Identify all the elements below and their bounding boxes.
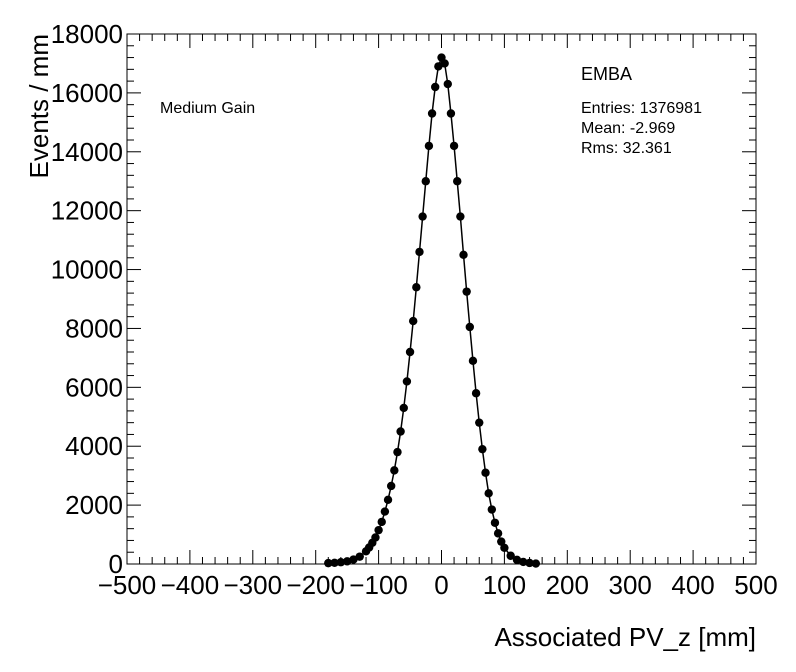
x-tick-label: −300 <box>224 570 283 600</box>
x-tick-label: 200 <box>546 570 589 600</box>
data-point <box>497 537 506 546</box>
data-point <box>324 558 333 568</box>
x-axis-title: Associated PV_z [mm] <box>494 622 756 652</box>
data-point <box>412 283 421 292</box>
data-point <box>500 543 509 553</box>
data-point <box>487 505 497 514</box>
y-tick-label: 6000 <box>65 372 123 402</box>
data-point <box>465 322 475 332</box>
stats-entries: Entries: 1376981 <box>581 100 702 117</box>
data-point <box>418 212 427 221</box>
data-point <box>415 247 424 257</box>
data-point <box>390 466 399 475</box>
y-tick-label: 0 <box>109 549 123 579</box>
data-point <box>440 59 449 68</box>
y-tick-label: 14000 <box>51 137 123 167</box>
x-tick-label: −100 <box>349 570 408 600</box>
annotation-label: Medium Gain <box>160 100 255 117</box>
x-tick-label: −500 <box>98 570 157 600</box>
data-point <box>475 418 484 427</box>
data-point <box>531 559 541 568</box>
x-tick-label: 400 <box>671 570 714 600</box>
y-axis-title: Events / mm <box>24 34 54 178</box>
y-tick-label: 2000 <box>65 490 123 520</box>
data-point <box>449 141 459 151</box>
data-point <box>386 481 396 491</box>
stats-title: EMBA <box>581 64 632 84</box>
data-point <box>453 177 462 186</box>
data-point <box>525 558 534 568</box>
y-tick-labels: 0 2000 4000 6000 8000 10000 12000 14000 16000 180… <box>51 19 123 579</box>
data-point <box>355 552 364 561</box>
x-tick-label: −400 <box>161 570 220 600</box>
data-point <box>427 109 437 118</box>
data-point <box>383 495 393 505</box>
data-point <box>484 489 493 498</box>
y-tick-label: 10000 <box>51 255 123 285</box>
data-point <box>490 518 500 527</box>
axis-ticks <box>126 33 757 565</box>
x-tick-label: 300 <box>609 570 652 600</box>
data-point <box>342 557 352 566</box>
y-tick-label: 18000 <box>51 19 123 49</box>
data-point <box>402 377 412 386</box>
series-line <box>328 55 536 565</box>
data-point <box>371 533 380 542</box>
data-point <box>431 82 440 92</box>
data-point <box>408 316 418 326</box>
data-point <box>405 347 415 357</box>
data-point <box>336 558 346 567</box>
data-point <box>380 507 390 516</box>
data-point <box>424 141 434 151</box>
stats-mean: Mean: -2.969 <box>581 120 675 137</box>
data-point <box>446 109 456 118</box>
data-point <box>349 555 358 564</box>
y-tick-label: 8000 <box>65 313 123 343</box>
data-point <box>471 389 481 398</box>
data-point <box>478 444 487 454</box>
data-point <box>493 529 503 538</box>
series-points <box>324 53 541 568</box>
data-point <box>396 427 405 436</box>
data-point <box>399 403 408 413</box>
x-tick-label: 500 <box>734 570 777 600</box>
data-point <box>468 356 478 366</box>
x-tick-label: −200 <box>286 570 345 600</box>
data-point <box>330 558 339 568</box>
y-tick-label: 12000 <box>51 196 123 226</box>
x-tick-label: 0 <box>434 570 448 600</box>
data-point <box>443 79 452 89</box>
data-point <box>393 447 402 457</box>
data-point <box>421 177 430 186</box>
data-point <box>374 525 383 535</box>
data-point <box>481 468 490 477</box>
data-point <box>519 557 528 567</box>
data-point <box>459 250 468 260</box>
data-point <box>434 62 443 71</box>
y-tick-label: 4000 <box>65 431 123 461</box>
data-point <box>456 212 465 221</box>
y-tick-label: 16000 <box>51 78 123 108</box>
data-point <box>462 287 471 296</box>
data-point <box>506 551 515 560</box>
x-tick-labels: −500 −400 −300 −200 −100 0 100 200 300 400 500 <box>98 570 778 600</box>
stats-rms: Rms: 32.361 <box>581 140 672 157</box>
x-tick-label: 100 <box>483 570 526 600</box>
data-point <box>377 517 386 527</box>
